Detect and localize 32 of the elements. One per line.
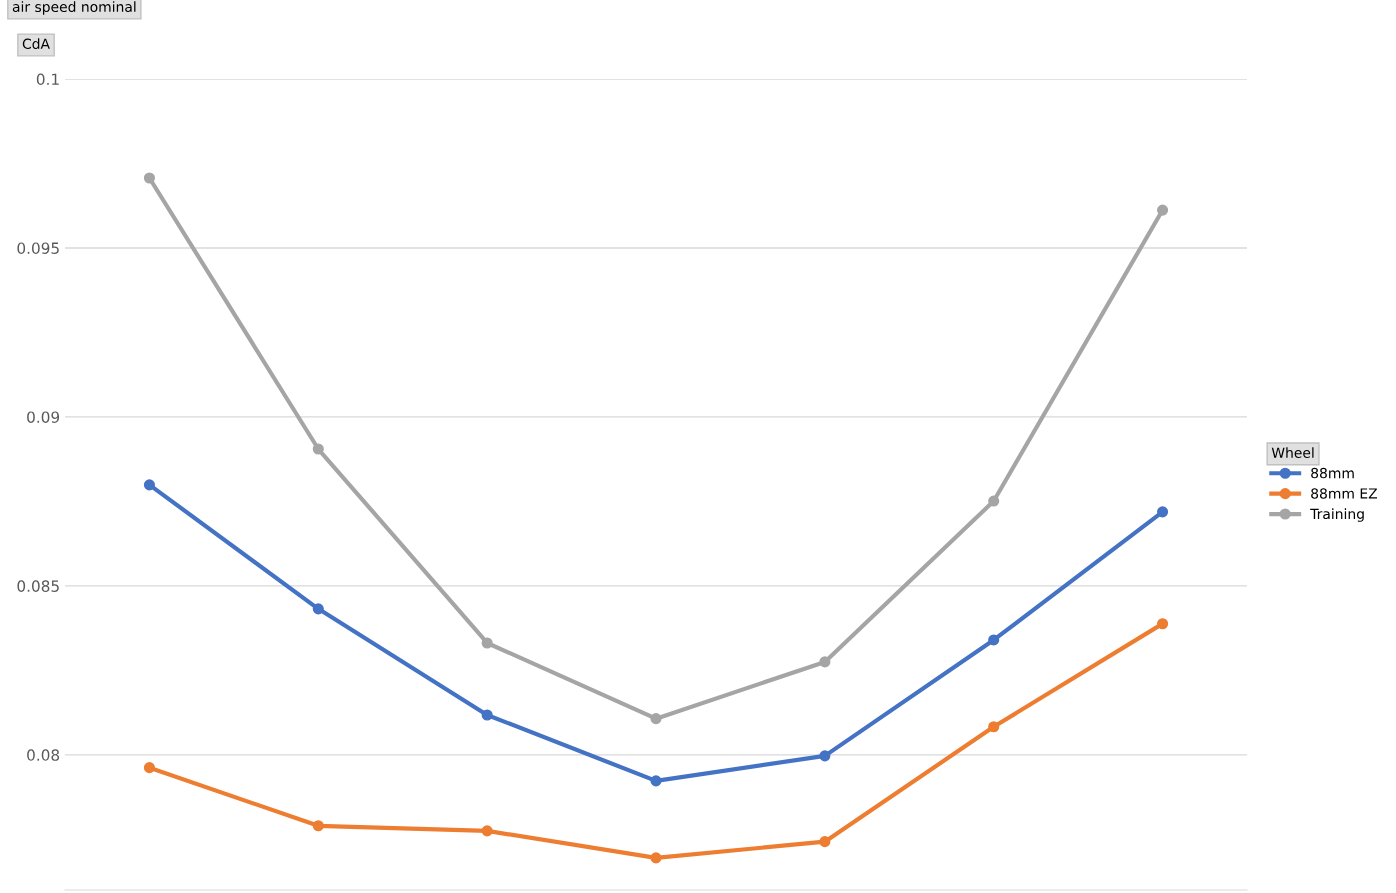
y-tick-label: 0.09 [27, 411, 60, 423]
point [1157, 618, 1169, 630]
point [481, 825, 493, 837]
point [988, 634, 1000, 646]
y-tick-label: 0.08 [27, 749, 60, 761]
legend-label: 88mm EZ [1311, 488, 1378, 499]
legend-title: Wheel [1271, 447, 1314, 458]
y-tick-label: 0.095 [17, 242, 59, 254]
legend-label: 88mm [1311, 467, 1354, 479]
point [481, 637, 493, 649]
point [819, 836, 831, 848]
point [650, 852, 662, 864]
point [1157, 506, 1169, 518]
point [143, 172, 155, 184]
legend-label: Training [1310, 508, 1364, 522]
point [312, 443, 324, 455]
text: air speed nominal [12, 1, 136, 15]
y-axis-title: CdA [22, 38, 50, 50]
point [650, 775, 662, 787]
point [312, 820, 324, 832]
point [819, 656, 831, 668]
point [988, 721, 1000, 733]
y-tick-label: 0.1 [36, 73, 59, 86]
point [988, 495, 1000, 507]
point [650, 713, 662, 725]
point [312, 603, 324, 615]
point [819, 750, 831, 762]
point [1157, 204, 1169, 216]
y-tick-label: 0.085 [17, 580, 59, 592]
point [481, 709, 493, 721]
point [143, 479, 155, 491]
point [143, 762, 155, 774]
